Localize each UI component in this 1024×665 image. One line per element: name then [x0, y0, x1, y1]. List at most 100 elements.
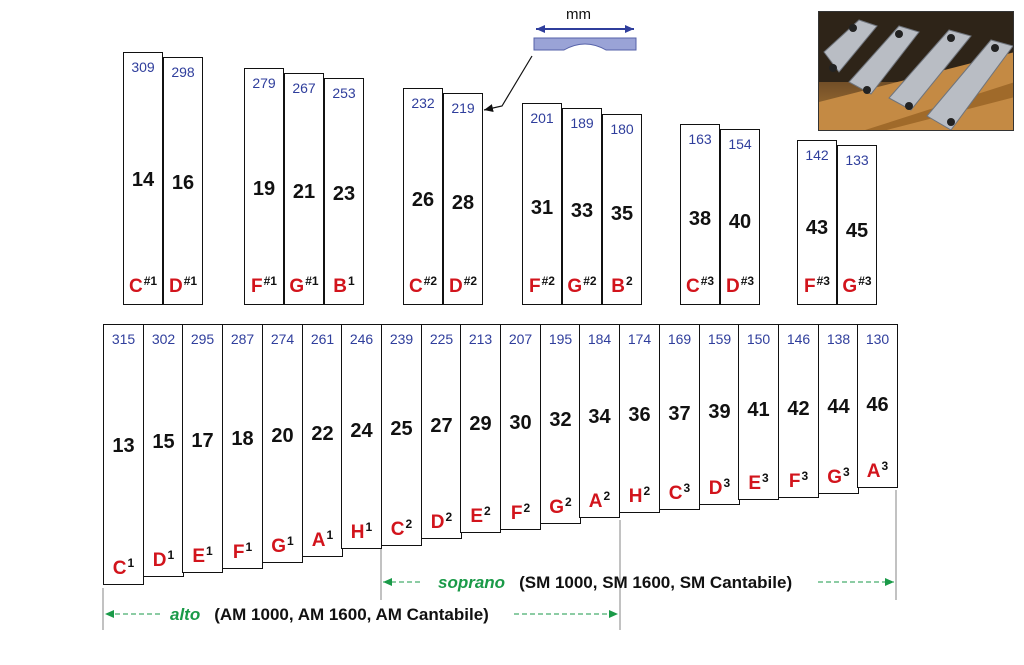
bar-note-name: D2	[422, 510, 461, 534]
note-octave: 1	[206, 544, 213, 558]
bar-note-name: A2	[580, 489, 619, 513]
note-octave: 3	[843, 465, 850, 479]
bar-length-mm: 253	[332, 85, 356, 101]
note-octave: 2	[445, 510, 453, 524]
bar-note-name: D1	[144, 548, 183, 572]
note-letter: B	[611, 276, 626, 297]
note-letter: G	[289, 276, 305, 297]
note-letter: F	[232, 542, 245, 563]
note-letter: D	[725, 276, 740, 297]
note-letter: D	[448, 276, 463, 297]
lower-bar: 207 30 F2	[500, 324, 541, 530]
note-letter: C	[390, 519, 405, 540]
note-octave: 2	[484, 504, 491, 518]
upper-bar: 189 33 G#2	[562, 108, 602, 305]
note-letter: G	[827, 467, 843, 488]
glockenspiel-photo-art	[819, 12, 1013, 130]
bar-note-name: D#2	[444, 274, 482, 298]
bar-number: 27	[430, 415, 453, 437]
soprano-voice-label: soprano	[438, 573, 506, 592]
lower-bar: 174 36 H2	[619, 324, 660, 513]
bar-length-mm: 146	[786, 331, 811, 347]
note-octave: 2	[603, 489, 611, 503]
unit-label: mm	[566, 6, 591, 23]
bar-note-name: C1	[104, 556, 143, 580]
bar-length-mm: 261	[310, 331, 335, 347]
bar-length-mm: 279	[252, 75, 276, 91]
note-octave: #1	[305, 274, 319, 288]
note-letter: A	[311, 530, 326, 551]
bar-length-mm: 130	[865, 331, 890, 347]
bar-number: 42	[787, 398, 810, 420]
note-letter: E	[192, 546, 205, 567]
bar-note-name: G#2	[563, 274, 601, 298]
bar-number: 17	[191, 430, 214, 452]
bar-number: 18	[231, 428, 254, 450]
bar-number: 26	[411, 189, 435, 211]
note-octave: 3	[881, 459, 889, 473]
bar-number: 23	[332, 183, 356, 205]
bar-number: 32	[549, 409, 572, 431]
bar-number: 39	[708, 401, 731, 423]
bar-number: 37	[668, 403, 691, 425]
bar-number: 35	[610, 203, 634, 225]
bar-note-name: G#1	[285, 274, 323, 298]
upper-bar: 201 31 F#2	[522, 103, 562, 305]
note-octave: #3	[740, 274, 755, 288]
note-letter: H	[628, 486, 643, 507]
bar-note-name: G1	[263, 534, 302, 558]
upper-bar: 133 45 G#3	[837, 145, 877, 305]
lower-bar: 315 13 C1	[103, 324, 144, 585]
note-letter: C	[408, 276, 423, 297]
upper-bar: 267 21 G#1	[284, 73, 324, 305]
note-octave: #3	[858, 274, 872, 288]
note-letter: F	[788, 471, 801, 492]
bar-note-name: G3	[819, 465, 858, 489]
bar-note-name: C#3	[681, 274, 719, 298]
bar-length-mm: 133	[845, 152, 869, 168]
bar-number: 22	[311, 423, 334, 445]
bar-length-mm: 239	[389, 331, 414, 347]
note-octave: #2	[541, 274, 555, 288]
note-letter: G	[842, 276, 858, 297]
note-octave: 2	[565, 495, 572, 509]
note-octave: 1	[348, 274, 355, 288]
note-letter: D	[152, 550, 167, 571]
bar-note-name: C2	[382, 517, 421, 541]
note-letter: G	[549, 497, 565, 518]
lower-bar: 146 42 F3	[778, 324, 819, 498]
note-letter: C	[685, 276, 700, 297]
bar-note-name: C#1	[124, 274, 162, 298]
note-letter: A	[866, 461, 881, 482]
upper-bar: 180 35 B2	[602, 114, 642, 305]
soprano-range-label: soprano (SM 1000, SM 1600, SM Cantabile)	[438, 573, 792, 593]
bar-number: 14	[131, 169, 155, 191]
note-octave: 2	[643, 484, 651, 498]
note-octave: 1	[245, 540, 253, 554]
upper-bar: 142 43 F#3	[797, 140, 837, 305]
lower-bar: 159 39 D3	[699, 324, 740, 505]
note-letter: F	[529, 276, 541, 297]
note-letter: D	[708, 478, 723, 499]
bar-number: 15	[152, 431, 175, 453]
alto-models-label: (AM 1000, AM 1600, AM Cantabile)	[214, 605, 489, 624]
lower-bar: 287 18 F1	[222, 324, 263, 569]
bar-number: 36	[628, 404, 651, 426]
note-octave: 2	[405, 517, 413, 531]
bar-number: 13	[112, 435, 135, 457]
bar-note-name: A1	[303, 528, 342, 552]
lower-bar: 130 46 A3	[857, 324, 898, 488]
bar-number: 33	[570, 200, 594, 222]
bar-length-mm: 184	[587, 331, 612, 347]
bar-number: 16	[171, 172, 195, 194]
bar-note-name: F#2	[523, 274, 561, 298]
lower-bar: 195 32 G2	[540, 324, 581, 524]
bar-length-mm: 159	[707, 331, 732, 347]
note-octave: 3	[762, 471, 769, 485]
bar-note-name: F2	[501, 501, 540, 525]
bar-length-mm: 169	[667, 331, 692, 347]
bar-note-name: G#3	[838, 274, 876, 298]
bar-note-name: G2	[541, 495, 580, 519]
note-letter: G	[271, 536, 287, 557]
lower-bar: 225 27 D2	[421, 324, 462, 539]
